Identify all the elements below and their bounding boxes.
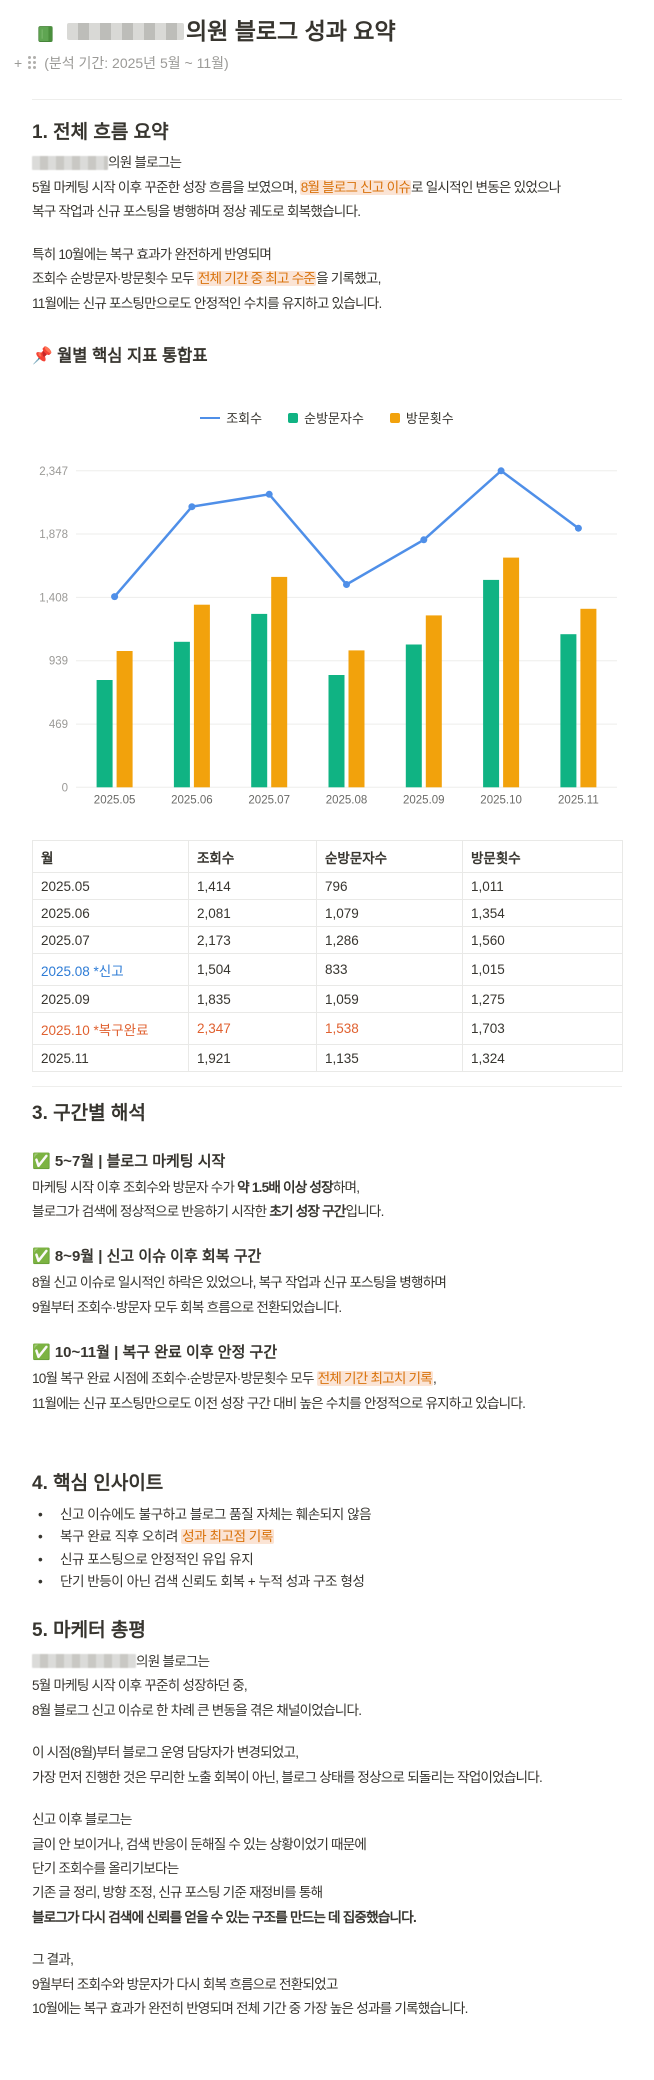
svg-text:1,878: 1,878	[39, 529, 68, 541]
svg-text:1,408: 1,408	[39, 592, 68, 604]
svg-text:2025.09: 2025.09	[403, 794, 445, 806]
svg-text:0: 0	[62, 782, 68, 794]
svg-text:2025.10: 2025.10	[480, 794, 522, 806]
svg-text:2,347: 2,347	[39, 466, 68, 478]
svg-text:2025.08: 2025.08	[326, 794, 368, 806]
svg-text:2025.11: 2025.11	[558, 794, 599, 806]
svg-text:2025.07: 2025.07	[248, 794, 290, 806]
svg-text:469: 469	[49, 719, 68, 731]
svg-text:939: 939	[49, 656, 68, 668]
svg-text:2025.05: 2025.05	[94, 794, 136, 806]
svg-text:2025.06: 2025.06	[171, 794, 213, 806]
